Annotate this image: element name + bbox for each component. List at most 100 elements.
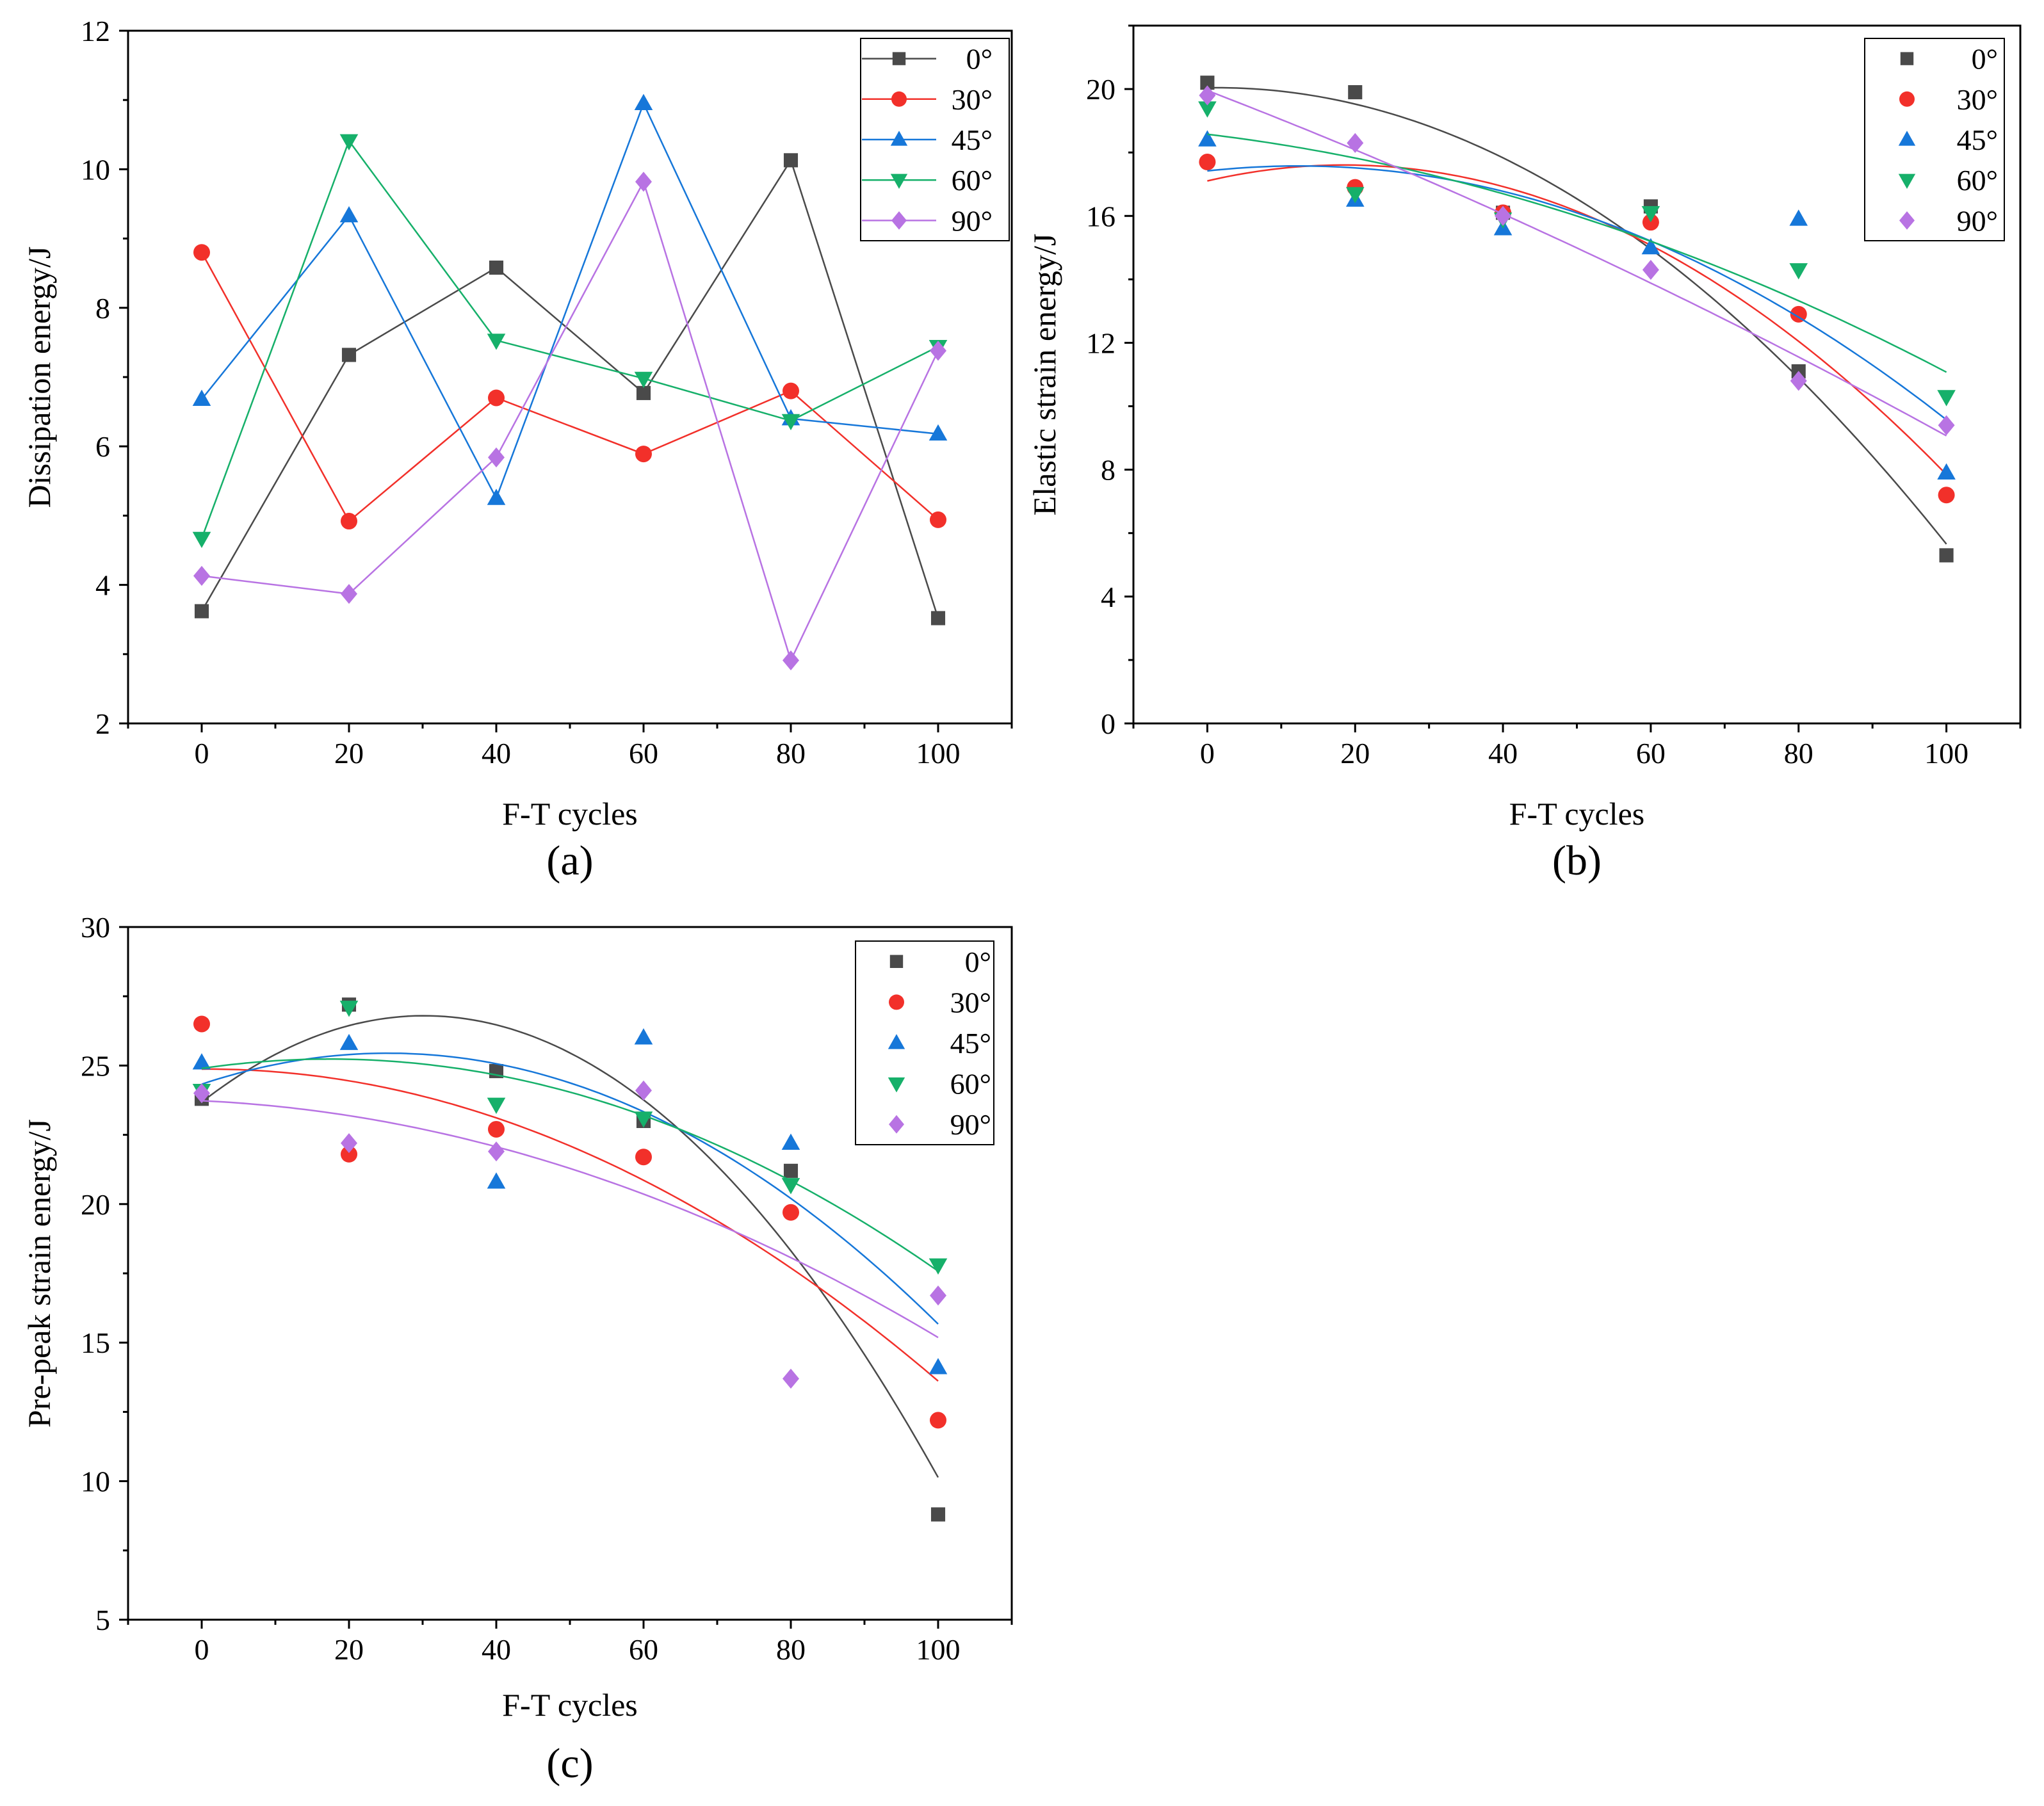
data-point [341,1133,357,1154]
data-point [1937,463,1956,480]
data-point [339,134,359,150]
data-point [635,1149,652,1166]
x-tick-label: 80 [776,737,806,770]
legend-label: 45° [950,1027,991,1060]
data-point [1641,238,1660,255]
fit-curve [201,1058,939,1272]
legend-marker [891,91,907,107]
x-tick-label: 80 [1784,737,1813,770]
y-tick-label: 8 [95,292,110,325]
data-point [488,447,505,468]
legend-label: 90° [952,204,993,237]
data-point [193,244,210,261]
legend-box [855,940,994,1145]
x-tick-label: 60 [629,1633,658,1666]
fit-curve [201,1100,939,1339]
x-tick-label: 0 [195,737,209,770]
legend-item: 60° [1898,164,1998,197]
data-point [1641,206,1660,223]
legend-item: 30° [862,83,993,116]
legend: 0° 30° 45° 60° 90° [1864,38,2005,241]
legend-item: 90° [889,1108,991,1141]
series-line [201,179,939,663]
y-tick-label: 5 [95,1604,110,1636]
data-point [636,385,651,400]
data-point [1938,415,1955,435]
data-point [930,341,946,361]
data-point [1199,154,1216,171]
data-point [783,1163,799,1178]
data-point [781,1178,800,1195]
data-point [1939,548,1954,563]
legend-item: 90° [862,204,993,237]
y-tick-label: 20 [1086,73,1115,106]
legend-marker [1898,173,1916,189]
panel-label: (c) [546,1740,593,1787]
legend-item: 0° [889,946,991,978]
legend-marker [1900,52,1914,65]
series-line [200,158,939,618]
legend-marker [892,52,906,65]
legend-marker [1899,91,1915,107]
data-point [339,206,359,223]
series-90deg [1199,85,1955,437]
data-point [1789,263,1808,280]
x-tick-label: 60 [629,737,658,770]
x-tick-label: 60 [1636,737,1666,770]
data-point [930,1507,946,1522]
x-tick-label: 40 [482,1633,511,1666]
data-point [930,1286,946,1306]
legend-item: 90° [1899,204,1998,237]
x-tick-label: 100 [916,1633,961,1666]
fit-curve [1207,164,1947,476]
legend-label: 60° [950,1068,991,1101]
legend-item: 60° [888,1068,991,1101]
legend-item: 45° [862,124,993,156]
y-tick-label: 2 [95,707,110,740]
data-point [487,334,506,350]
legend-label: 0° [965,946,991,978]
y-tick-label: 15 [81,1326,110,1359]
data-point [634,371,653,389]
data-point [487,1172,506,1189]
y-tick-label: 16 [1086,200,1115,232]
legend-label: 45° [1957,124,1998,156]
data-point [1198,130,1217,147]
x-tick-label: 20 [334,737,364,770]
y-tick-label: 6 [95,430,110,463]
data-point [192,531,211,549]
x-tick-label: 100 [1924,737,1968,770]
data-point [1937,390,1956,407]
legend-marker [888,1034,905,1049]
data-point [634,93,653,111]
series-30deg [1199,154,1955,504]
data-point [1345,187,1365,204]
y-tick-label: 10 [81,153,110,186]
data-point [1938,487,1955,504]
data-point [634,1111,653,1128]
series-60deg [1198,101,1956,407]
data-point [488,389,505,407]
data-point [930,511,946,528]
data-point [635,172,652,192]
series-60deg [192,134,948,549]
data-point [781,414,800,431]
data-point [1199,85,1216,106]
data-point [929,1258,948,1275]
legend-label: 30° [950,986,991,1019]
series-90deg [193,172,946,671]
legend-item: 45° [888,1027,991,1060]
series-45deg [192,1028,948,1375]
x-tick-label: 40 [1488,737,1518,770]
panel-label: (a) [546,837,593,884]
fit-curve [201,1015,939,1478]
x-axis-label: F-T cycles [502,796,638,832]
chart-panel-c: 0 20 40 60 80 100 5 10 15 20 25 30 F-T cycles Pre-pea… [21,911,1013,1787]
data-point [1200,76,1215,90]
data-point [1198,101,1217,118]
legend-marker [890,173,908,189]
data-point [635,446,652,463]
legend-marker [889,955,904,968]
data-point [1790,371,1807,391]
